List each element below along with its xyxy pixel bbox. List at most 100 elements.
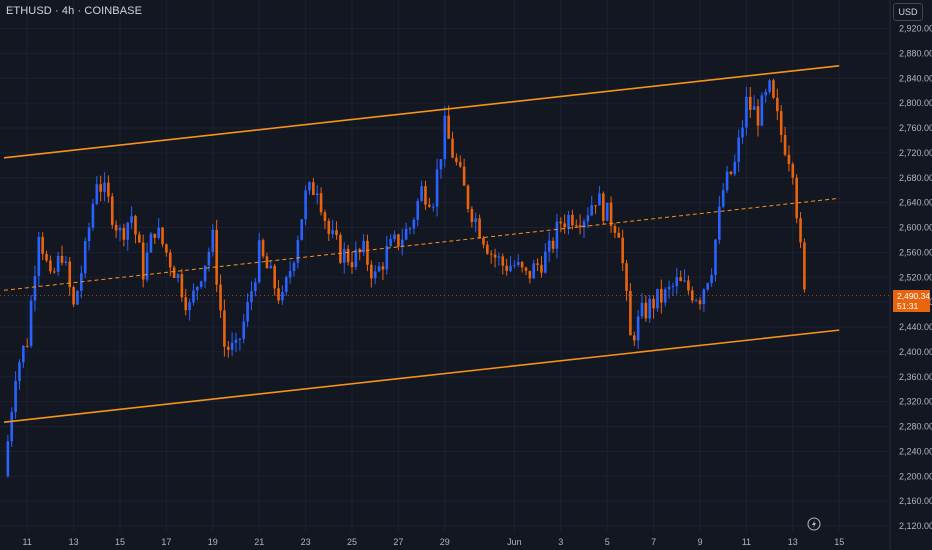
candle-body (714, 239, 717, 275)
candle-body (29, 300, 33, 347)
candle-body (559, 221, 563, 224)
time-axis-tick: 29 (440, 537, 450, 547)
candle-body (362, 240, 365, 253)
candle-body (196, 286, 199, 291)
channel-upper-line (3, 65, 840, 159)
candle-body (710, 274, 713, 284)
candle-body (91, 203, 95, 228)
price-axis-tick: 2,680.00 (899, 173, 932, 183)
price-axis-tick: 2,400.00 (899, 347, 932, 357)
candle-body (315, 193, 319, 195)
last-price-tag: 2,490.34 51:31 (893, 290, 930, 312)
candle-body (567, 214, 570, 228)
candle-body (513, 264, 516, 266)
candle-body (799, 218, 802, 243)
candle-body (470, 208, 474, 222)
candle-body (574, 225, 578, 227)
candle-body (555, 221, 559, 249)
candle-body (238, 338, 242, 340)
candle-body (625, 263, 628, 291)
candle-body (520, 261, 524, 268)
candle-body (397, 234, 400, 247)
candle-body (354, 249, 358, 268)
price-axis-tick: 2,880.00 (899, 48, 932, 58)
time-axis-tick: 3 (558, 537, 563, 547)
candle-body (412, 219, 416, 229)
parallel-channel (0, 65, 890, 423)
price-axis-tick: 2,640.00 (899, 198, 932, 208)
channel-midline (3, 197, 840, 291)
candle-body (656, 288, 659, 309)
candle-body (617, 232, 621, 238)
candle-body (14, 381, 17, 413)
candle-body (56, 255, 60, 272)
candle-body (99, 184, 102, 192)
candle-body (621, 237, 624, 264)
candle-body (594, 205, 597, 207)
candle-body (172, 267, 176, 278)
candle-body (161, 227, 164, 245)
price-axis-tick: 2,240.00 (899, 446, 932, 456)
candle-body (536, 263, 539, 265)
candle-body (547, 240, 551, 252)
candle-body (211, 229, 215, 252)
price-axis-tick: 2,280.00 (899, 422, 932, 432)
candle-body (199, 281, 203, 287)
lightning-icon[interactable] (807, 517, 821, 531)
candle-body (277, 288, 280, 301)
price-axis-tick: 2,560.00 (899, 247, 932, 257)
candle-body (37, 236, 41, 277)
candle-body (246, 302, 249, 322)
candle-body (776, 97, 779, 112)
candle-body (300, 219, 304, 240)
candle-body (145, 252, 149, 280)
candle-body (49, 260, 52, 272)
candle-body (83, 241, 87, 274)
candle-body (254, 282, 257, 292)
candle-body (795, 177, 798, 219)
candle-body (787, 154, 791, 165)
candle-body (718, 206, 721, 240)
candle-body (381, 266, 385, 270)
candle-body (180, 274, 184, 298)
candle-body (613, 226, 617, 233)
currency-selector[interactable]: USD (893, 3, 923, 21)
candle-body (223, 310, 226, 347)
candle-body (389, 239, 392, 247)
candle-body (783, 134, 787, 155)
candle-body (22, 345, 25, 363)
candle-body (126, 222, 130, 240)
bar-countdown: 51:31 (897, 301, 919, 311)
candle-body (482, 237, 485, 245)
time-axis-tick: Jun (507, 537, 522, 547)
candle-body (64, 261, 68, 263)
candle-body (95, 184, 99, 204)
candle-body (424, 186, 427, 205)
candle-body (60, 255, 64, 263)
candle-body (134, 216, 137, 235)
candle-body (319, 193, 323, 213)
symbol-title: ETHUSD · 4h · COINBASE (6, 5, 143, 17)
candle-body (404, 228, 408, 240)
candle-body (733, 161, 737, 175)
candle-body (327, 220, 331, 234)
candle-body (428, 204, 431, 207)
candle-body (694, 300, 698, 302)
candle-body (671, 286, 675, 288)
candle-body (226, 346, 230, 350)
candle-body (505, 265, 508, 271)
candle-body (176, 274, 180, 278)
candle-body (122, 227, 126, 240)
candle-body (76, 290, 79, 305)
candle-body (768, 80, 771, 92)
candle-body (52, 271, 56, 273)
candle-body (698, 300, 702, 305)
candle-body (772, 80, 775, 98)
candle-body (416, 200, 420, 220)
candle-body (184, 297, 188, 311)
price-axis-tick: 2,760.00 (899, 123, 932, 133)
candle-body (544, 251, 547, 273)
candle-body (308, 182, 311, 191)
